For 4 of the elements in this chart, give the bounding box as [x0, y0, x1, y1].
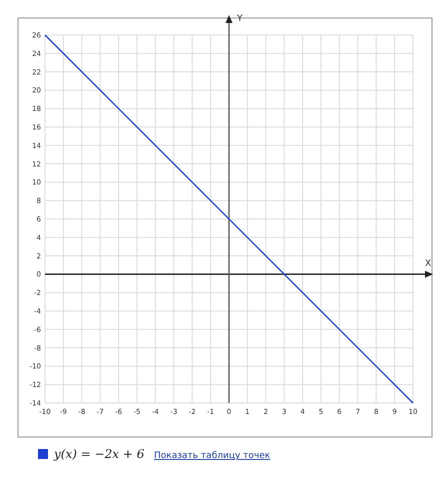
legend-label: y(x) = −2x + 6	[53, 447, 145, 461]
y-axis-title: Y	[236, 14, 243, 24]
x-axis-title: X	[425, 259, 432, 270]
text: Показать таблицу точек	[154, 451, 271, 461]
